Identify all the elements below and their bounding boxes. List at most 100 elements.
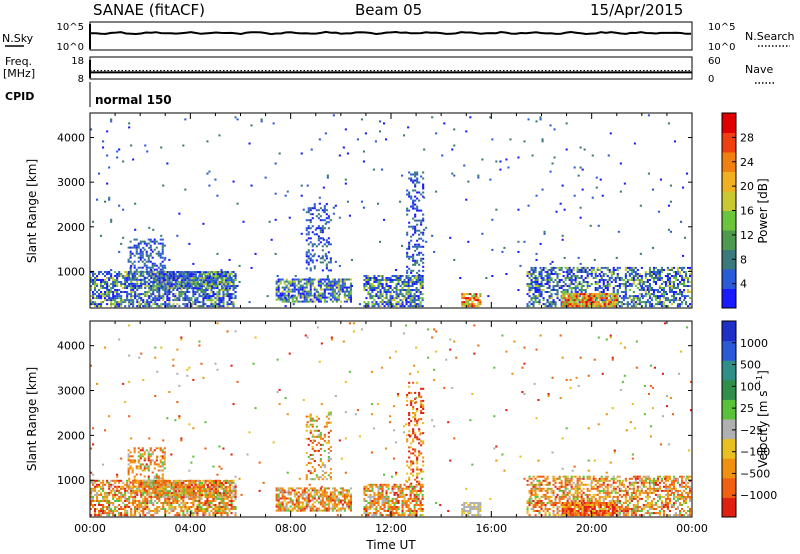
range-cell [385,291,388,293]
range-cell [228,500,231,502]
range-cell [406,247,409,250]
range-cell [132,299,135,302]
range-cell [152,486,155,489]
range-cell [327,282,330,285]
range-cell [662,301,665,304]
range-cell [135,491,138,494]
range-cell [133,485,136,488]
range-cell [162,508,165,510]
range-cell [274,218,277,221]
range-cell [395,283,398,285]
range-cell [564,283,567,285]
range-cell [683,289,686,291]
range-cell [137,451,140,454]
range-cell [568,277,571,279]
range-cell [145,485,148,488]
range-cell [377,303,380,306]
range-cell [174,482,177,484]
range-cell [184,295,187,298]
range-cell [166,277,169,279]
range-cell [281,292,284,295]
range-cell [190,285,193,288]
range-cell [319,215,322,218]
range-cell [652,273,655,275]
range-cell [679,283,682,285]
range-cell [550,301,553,304]
range-cell [333,282,336,285]
range-cell [150,481,153,484]
range-cell [146,285,149,287]
range-cell [285,286,288,289]
range-cell [127,453,130,456]
range-cell [194,299,197,302]
range-cell [548,281,551,283]
range-cell [186,283,189,286]
range-cell [571,301,574,304]
range-cell [131,262,134,265]
range-cell [323,290,326,293]
range-cell [279,298,282,301]
range-cell [130,514,133,517]
range-cell [214,297,217,300]
range-cell [319,241,322,244]
range-cell [92,301,95,304]
range-cell [170,281,173,284]
range-cell [132,483,135,486]
range-cell [159,459,162,462]
range-cell [413,275,416,277]
range-cell [303,288,306,291]
range-cell [660,289,663,291]
range-cell [122,301,125,304]
range-cell [572,275,575,277]
range-cell [532,266,535,269]
range-cell [325,296,328,299]
range-cell [301,278,304,281]
range-cell [343,292,346,295]
range-cell [135,278,138,281]
range-cell [180,293,183,296]
range-cell [150,273,153,275]
colorbar-tick-label: 28 [740,131,754,144]
range-cell [300,194,303,197]
range-cell [417,297,420,300]
range-cell [618,285,621,287]
range-cell [148,301,151,304]
range-cell [100,293,103,296]
range-cell [420,219,423,222]
range-cell [329,292,332,295]
range-cell [264,176,267,179]
range-cell [163,459,166,462]
range-cell [274,192,277,195]
range-cell [168,277,171,280]
range-cell [166,299,169,302]
range-cell [161,463,164,466]
range-cell [602,283,605,285]
range-cell [414,171,417,174]
range-cell [644,273,647,275]
range-cell [387,285,390,287]
range-cell [102,483,105,486]
range-cell [646,285,649,287]
range-cell [172,273,175,276]
range-cell [234,493,237,496]
range-cell [130,303,133,306]
range-cell [614,285,617,287]
range-cell [145,489,148,492]
range-cell [572,279,575,281]
range-cell [301,300,304,303]
range-cell [148,493,151,496]
range-cell [210,271,213,274]
range-cell [162,293,165,296]
range-cell [311,245,314,248]
range-cell [147,270,150,273]
range-cell [383,305,386,308]
range-cell [467,180,470,183]
range-cell [128,305,131,308]
range-cell [425,240,428,243]
range-cell [414,229,417,232]
range-cell [188,277,191,280]
range-cell [110,287,113,289]
range-cell [309,259,312,262]
range-cell [180,289,183,291]
range-cell [305,261,308,264]
